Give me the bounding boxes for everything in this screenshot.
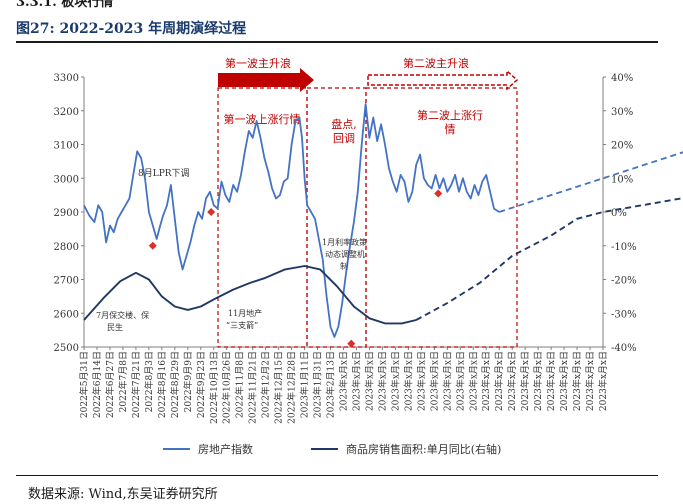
x-tick-label: 2022年12月2日: [260, 351, 272, 418]
footer-divider: [16, 475, 658, 476]
x-tick-label: 2023年x月x日: [376, 351, 388, 411]
annotation-label: 制: [340, 261, 348, 271]
region-label: 回调: [333, 132, 355, 145]
x-tick-label: 2023年x月x日: [363, 351, 375, 411]
event-marker: [207, 208, 216, 216]
x-tick-label: 2022年8月29日: [169, 351, 181, 418]
series-line: [83, 265, 417, 325]
left-tick-label: 3200: [54, 107, 79, 118]
right-tick-label: 30%: [611, 107, 633, 118]
left-tick-label: 2800: [54, 242, 79, 253]
x-tick-label: 2023年x月x日: [532, 351, 544, 411]
region-label: 情: [445, 123, 456, 136]
x-tick-label: 2023年x月x日: [454, 351, 466, 411]
right-tick-label: 20%: [611, 141, 633, 152]
x-tick-label: 2023年x月x日: [597, 351, 609, 411]
x-tick-label: 2022年7月21日: [130, 351, 142, 418]
right-tick-label: 0%: [611, 208, 627, 219]
right-tick-label: 10%: [611, 174, 633, 185]
data-markers: [148, 189, 443, 348]
annotation-label: 7月保交楼、保: [96, 310, 149, 320]
x-tick-label: 2023年x月x日: [506, 351, 518, 411]
x-tick-label: 2022年6月27日: [104, 351, 116, 418]
phase-region-box: [365, 87, 518, 348]
x-tick-label: 2022年6月14日: [91, 351, 103, 418]
x-tick-label: 2022年12月28日: [286, 351, 298, 424]
x-tick-label: 2022年11月8日: [234, 351, 246, 418]
legend-label: 商品房销售面积:单月同比(右轴): [346, 442, 501, 456]
x-tick-label: 2023年x月x日: [428, 351, 440, 411]
region-label: 盘点,: [331, 117, 357, 131]
left-tick-label: 3100: [54, 141, 79, 152]
annotation-label: “三支箭”: [226, 320, 258, 330]
left-tick-label: 2600: [54, 309, 79, 320]
data-source: 数据来源: Wind,东吴证券研究所: [28, 487, 218, 502]
x-tick-label: 2022年7月8日: [117, 351, 129, 412]
x-tick-label: 2023年1月11日: [299, 351, 311, 418]
x-tick-label: 2022年9月23日: [195, 351, 207, 418]
left-tick-label: 3000: [54, 174, 79, 185]
series-line: [415, 196, 683, 321]
x-tick-label: 2023年x月x日: [545, 351, 557, 411]
series-line: [498, 151, 683, 213]
x-tick-label: 2023年x月x日: [480, 351, 492, 411]
section-heading-fragment: 3.3.1. 板块行情: [16, 0, 114, 8]
legend-label: 房地产指数: [198, 442, 253, 456]
event-marker: [434, 189, 443, 198]
event-marker: [148, 241, 157, 250]
annotation-label: 动态调整机: [325, 249, 365, 259]
x-tick-label: 2022年11月21日: [247, 351, 259, 424]
x-tick-label: 2023年x月x日: [519, 351, 531, 411]
region-label: 第一波上涨行情: [224, 112, 301, 126]
left-tick-label: 2900: [54, 208, 79, 219]
x-tick-label: 2022年10月26日: [221, 351, 233, 424]
annotation-label: 8月LPR下调: [138, 168, 190, 179]
x-tick-label: 2023年x月x日: [350, 351, 362, 411]
x-tick-label: 2022年8月3日: [143, 351, 155, 412]
annotation-label: 11月地产: [228, 308, 262, 318]
x-tick-label: 2023年x月x日: [467, 351, 479, 411]
x-tick-label: 2023年1月31日: [312, 351, 324, 418]
series-line: [83, 103, 500, 338]
right-tick-label: -10%: [611, 242, 637, 253]
right-tick-label: -20%: [611, 276, 637, 287]
annotation-label: 民生: [107, 322, 123, 332]
x-tick-label: 2022年10月13日: [208, 351, 220, 424]
x-tick-label: 2022年8月16日: [156, 351, 168, 418]
x-tick-label: 2023年x月x日: [441, 351, 453, 411]
x-tick-label: 2023年x月x日: [558, 351, 570, 411]
x-tick-label: 2023年x月x日: [338, 351, 350, 411]
left-tick-label: 2700: [54, 276, 79, 287]
event-marker: [347, 339, 356, 348]
right-tick-label: -30%: [611, 309, 637, 320]
region-label: 第二波上涨行: [417, 108, 483, 122]
x-tick-label: 2023年x月x日: [571, 351, 583, 411]
phase-region-box: [306, 87, 367, 348]
phase-arrow-solid: [218, 68, 314, 92]
x-tick-label: 2023年x月x日: [493, 351, 505, 411]
x-tick-label: 2023年x月x日: [389, 351, 401, 411]
title-divider: [16, 41, 658, 43]
x-tick-label: 2022年5月31日: [78, 351, 90, 418]
left-tick-label: 2500: [54, 343, 79, 354]
right-tick-label: -40%: [611, 343, 637, 354]
phase-label: 第一波主升浪: [225, 56, 291, 70]
x-tick-label: 2022年9月9日: [182, 351, 194, 412]
left-tick-label: 3300: [54, 73, 79, 84]
figure-title: 图27: 2022-2023 年周期演绎过程: [16, 21, 247, 37]
x-tick-label: 2023年x月x日: [415, 351, 427, 411]
phase-label: 第二波主升浪: [403, 56, 469, 70]
x-tick-label: 2023年x月x日: [584, 351, 596, 411]
right-tick-label: 40%: [611, 73, 633, 84]
chart-legend: 房地产指数 商品房销售面积:单月同比(右轴): [163, 442, 501, 456]
x-tick-label: 2023年2月13日: [325, 351, 337, 418]
series-lines: [83, 103, 683, 338]
phase-arrow-dashed: [367, 69, 519, 91]
x-tick-label: 2022年12月15日: [273, 351, 285, 424]
annotation-label: 1月利率政策: [322, 237, 367, 247]
x-tick-label: 2023年x月x日: [402, 351, 414, 411]
